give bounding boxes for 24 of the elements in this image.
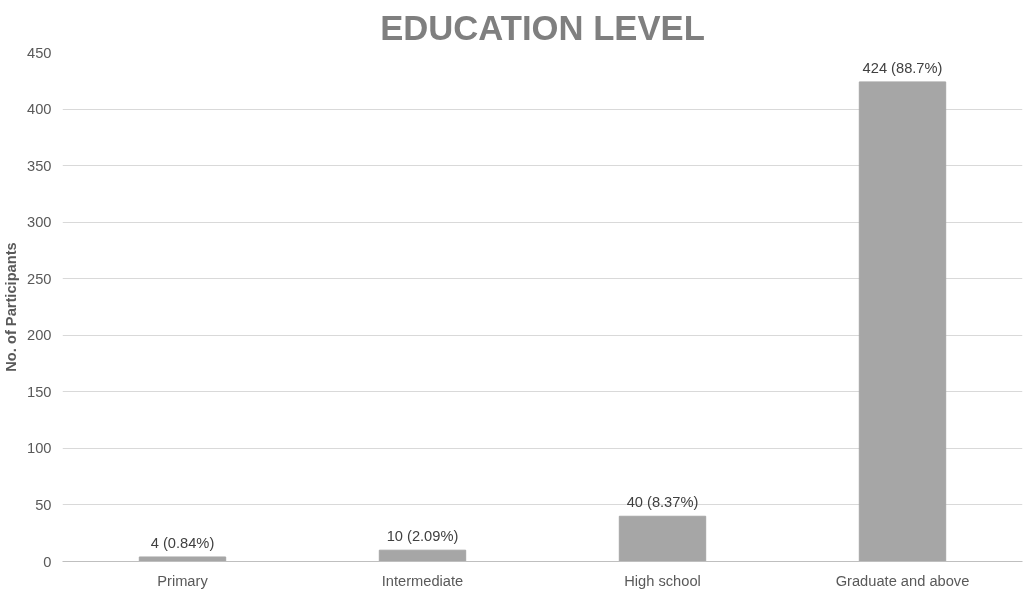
y-tick-label: 50: [35, 496, 52, 513]
y-tick-label: 100: [27, 440, 52, 457]
y-tick-label: 250: [27, 270, 52, 287]
y-tick-label: 350: [27, 157, 52, 174]
bar: [378, 549, 467, 562]
x-tick-label: Intermediate: [381, 572, 464, 589]
chart-title: EDUCATION LEVEL: [380, 8, 705, 47]
x-tick-label: Primary: [157, 572, 209, 589]
bar: [618, 515, 707, 562]
data-label: 10 (2.09%): [386, 528, 459, 545]
x-tick-label: Graduate and above: [835, 572, 970, 589]
bar: [138, 556, 227, 562]
y-tick-label: 400: [27, 101, 52, 118]
data-label: 424 (88.7%): [862, 59, 943, 76]
data-label: 40 (8.37%): [626, 494, 699, 511]
data-label: 4 (0.84%): [150, 534, 215, 551]
y-tick-label: 150: [27, 383, 52, 400]
y-axis-title: No. of Participants: [3, 242, 20, 372]
bar: [858, 81, 947, 562]
y-tick-label: 0: [43, 553, 52, 570]
x-tick-label: High school: [624, 572, 701, 589]
y-tick-label: 200: [27, 327, 52, 344]
y-tick-label: 450: [27, 44, 52, 61]
y-tick-label: 300: [27, 214, 52, 231]
